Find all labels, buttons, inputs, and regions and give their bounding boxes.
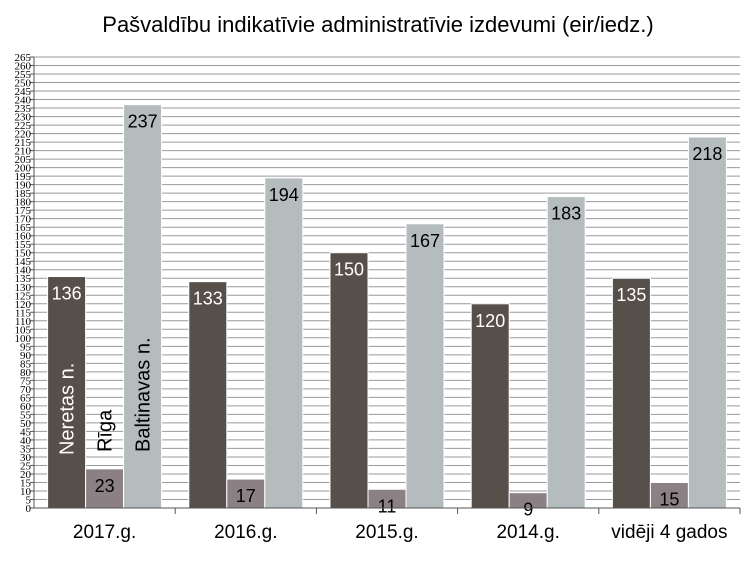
- y-tick-label: 150: [15, 248, 32, 260]
- y-tick-label: 70: [20, 384, 32, 396]
- y-tick-label: 40: [20, 435, 32, 447]
- y-tick-label: 30: [20, 452, 32, 464]
- bar: [47, 276, 87, 509]
- y-tick-label: 105: [15, 324, 32, 336]
- bar: [226, 478, 266, 509]
- data-label: 133: [193, 289, 223, 309]
- y-tick-label: 130: [15, 282, 32, 294]
- y-tick-label: 230: [15, 112, 32, 124]
- y-tick-label: 145: [15, 256, 32, 268]
- y-tick-label: 35: [20, 443, 32, 455]
- x-tick-label: vidēji 4 gados: [611, 522, 727, 543]
- series-label: Baltinavas n.: [133, 337, 155, 452]
- y-tick-label: 15: [20, 477, 32, 489]
- y-tick-label: 0: [26, 503, 32, 515]
- bar: [687, 136, 727, 509]
- data-label: 194: [269, 185, 299, 205]
- y-tick-label: 65: [20, 392, 32, 404]
- data-label: 237: [128, 112, 158, 132]
- y-tick-label: 120: [15, 299, 32, 311]
- x-tick-label: 2014.g.: [496, 522, 559, 543]
- series-labels: Neretas n. Rīga Baltinavas n.: [57, 337, 155, 455]
- y-tick-label: 115: [15, 307, 32, 319]
- y-tick-label: 180: [15, 197, 32, 209]
- data-label: 150: [334, 260, 364, 280]
- y-tick-label: 10: [20, 486, 32, 498]
- y-tick-label: 125: [15, 290, 32, 302]
- y-tick-label: 200: [15, 163, 32, 175]
- y-tick-label: 100: [15, 333, 32, 345]
- bar: [188, 281, 228, 509]
- series-label: Neretas n.: [57, 363, 79, 455]
- data-label: 15: [659, 489, 679, 509]
- y-tick-label: 135: [15, 273, 32, 285]
- y-tick-label: 205: [15, 154, 32, 166]
- data-label: 9: [523, 500, 533, 520]
- y-tick-label: 75: [20, 375, 32, 387]
- bar: [329, 252, 369, 509]
- y-tick-label: 245: [15, 86, 32, 98]
- y-tick-label: 225: [15, 120, 32, 132]
- value-labels: 136 23 237 133 17 194 150 11 167 120 9 183 135 15 218: [52, 112, 723, 520]
- y-tick-label: 265: [15, 52, 32, 64]
- y-tick-label: 255: [15, 69, 32, 81]
- data-label: 120: [475, 311, 505, 331]
- data-label: 218: [692, 144, 722, 164]
- y-tick-label: 20: [20, 469, 32, 481]
- x-tick-label: 2017.g.: [73, 522, 136, 543]
- y-tick-label: 175: [15, 205, 32, 217]
- y-tick-label: 240: [15, 95, 32, 107]
- data-label: 136: [52, 284, 82, 304]
- y-tick-label: 85: [20, 358, 32, 370]
- x-tick-label: 2015.g.: [355, 522, 418, 543]
- chart-title: Pašvaldību indikatīvie administratīvie i…: [102, 12, 654, 37]
- y-tick-label: 260: [15, 61, 32, 73]
- y-tick-label: 5: [26, 494, 32, 506]
- x-axis-ticks: 2017.g. 2016.g. 2015.g. 2014.g. vidēji 4 gad…: [73, 508, 741, 543]
- x-tick-label: 2016.g.: [214, 522, 277, 543]
- y-tick-label: 160: [15, 231, 32, 243]
- y-tick-label: 190: [15, 180, 32, 192]
- y-tick-label: 80: [20, 367, 32, 379]
- y-tick-label: 210: [15, 146, 32, 158]
- data-label: 17: [236, 486, 256, 506]
- y-tick-label: 25: [20, 460, 32, 472]
- y-tick-label: 140: [15, 265, 32, 277]
- y-tick-label: 50: [20, 418, 32, 430]
- y-tick-label: 165: [15, 222, 32, 234]
- data-label: 135: [616, 285, 646, 305]
- y-axis-ticks: 0510152025303540455055606570758085909510…: [15, 52, 34, 515]
- data-label: 183: [551, 204, 581, 224]
- bar: [85, 468, 125, 509]
- data-label: 23: [95, 476, 115, 496]
- y-tick-label: 45: [20, 426, 32, 438]
- y-tick-label: 110: [15, 316, 32, 328]
- y-tick-label: 60: [20, 401, 32, 413]
- data-label: 167: [410, 231, 440, 251]
- y-tick-label: 155: [15, 239, 32, 251]
- bars: [47, 104, 727, 509]
- data-label: 11: [378, 496, 397, 516]
- y-tick-label: 170: [15, 214, 32, 226]
- bar: [611, 277, 651, 509]
- y-tick-label: 90: [20, 350, 32, 362]
- y-tick-label: 215: [15, 137, 32, 149]
- y-tick-label: 250: [15, 78, 32, 90]
- bar: [546, 196, 586, 509]
- y-tick-label: 195: [15, 171, 32, 183]
- y-tick-label: 185: [15, 188, 32, 200]
- y-tick-label: 235: [15, 103, 32, 115]
- bar: [649, 481, 689, 509]
- bar: [264, 177, 304, 509]
- y-tick-label: 220: [15, 129, 32, 141]
- bar: [405, 223, 445, 509]
- y-tick-label: 95: [20, 341, 32, 353]
- series-label: Rīga: [95, 409, 117, 452]
- bar: [470, 303, 510, 509]
- y-tick-label: 55: [20, 409, 32, 421]
